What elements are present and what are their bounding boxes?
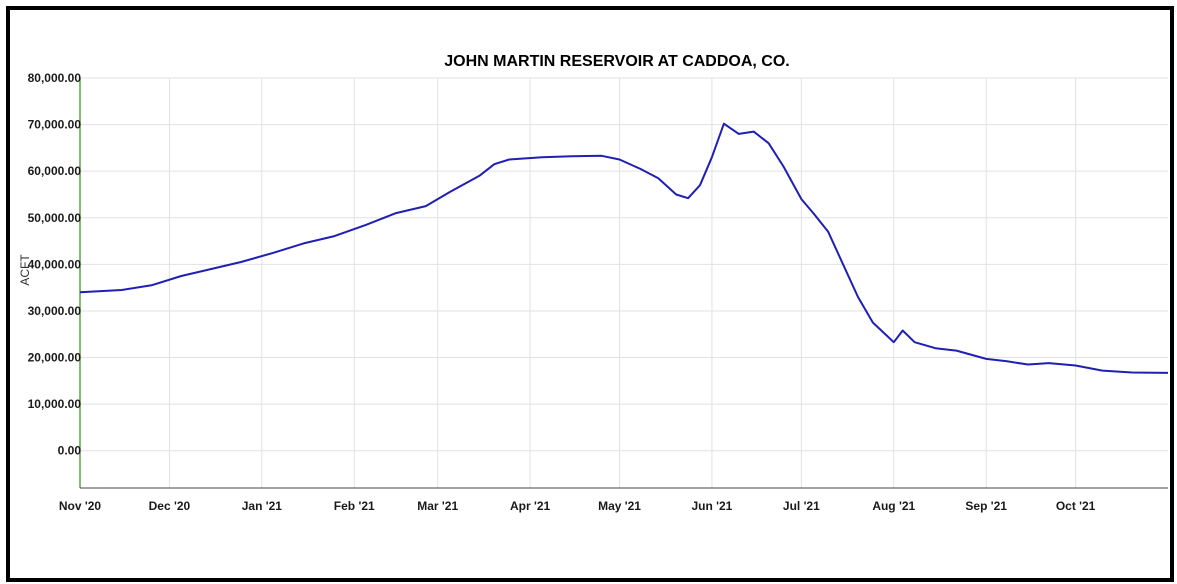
x-tick-label: Jan '21 [242,499,283,513]
series-line [79,122,1169,374]
y-tick-label: 70,000.00 [28,118,82,132]
x-tick-label: Mar '21 [417,499,458,513]
x-tick-label: May '21 [598,499,641,513]
grid [79,77,1168,488]
chart-title: JOHN MARTIN RESERVOIR AT CADDOA, CO. [444,53,790,70]
x-tick-label: Jul '21 [783,499,820,513]
x-tick-label: Aug '21 [872,499,915,513]
y-tick-label: 20,000.00 [28,351,82,365]
x-tick-label: Dec '20 [149,499,191,513]
y-tick-label: 0.00 [58,444,82,458]
x-tick-label: Sep '21 [965,499,1007,513]
x-tick-labels: Nov '20 Dec '20 Jan '21 Feb '21 Mar '21 Apr '… [59,499,1096,513]
x-tick-label: Feb '21 [334,499,375,513]
y-tick-label: 10,000.00 [28,397,82,411]
x-tick-label: Nov '20 [59,499,102,513]
y-tick-label: 60,000.00 [28,164,82,178]
y-tick-label: 80,000.00 [28,71,82,85]
y-axis-label: ACFT [18,254,32,286]
x-tick-label: Oct '21 [1056,499,1096,513]
chart-frame [6,6,1174,582]
y-tick-label: 40,000.00 [28,257,82,271]
y-tick-label: 50,000.00 [28,211,82,225]
y-tick-label: 30,000.00 [28,304,82,318]
y-tick-labels: 0.00 10,000.00 20,000.00 30,000.00 40,000.00… [28,71,82,458]
series-group [79,122,1169,374]
x-tick-label: Apr '21 [510,499,551,513]
x-tick-label: Jun '21 [691,499,732,513]
